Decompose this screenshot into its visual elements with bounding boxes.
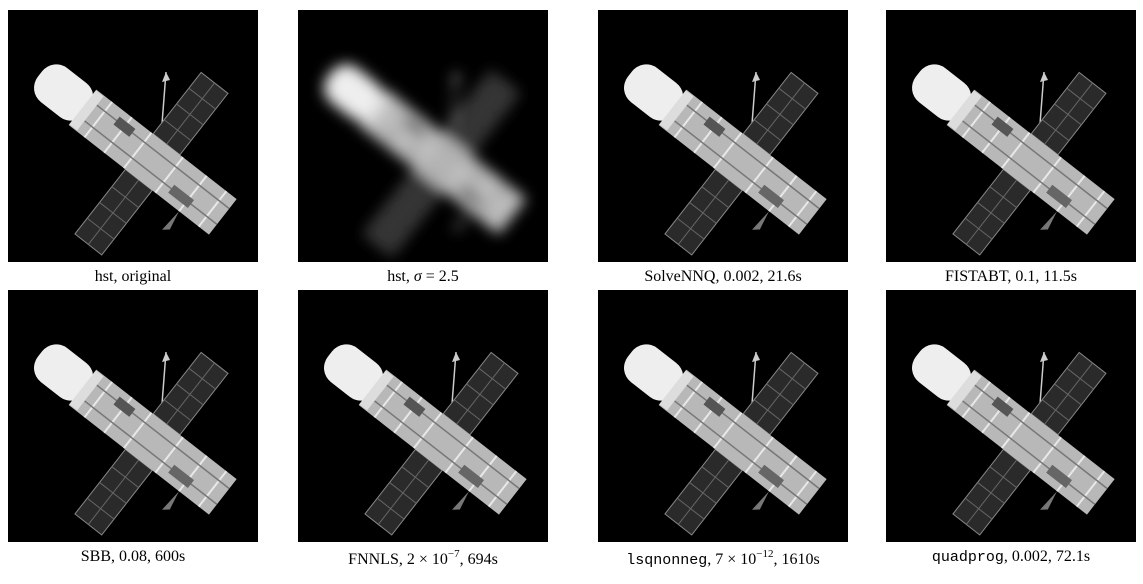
image bbox=[298, 10, 548, 262]
caption-text: = 2.5 bbox=[422, 268, 459, 285]
image bbox=[598, 10, 848, 262]
image bbox=[886, 290, 1136, 542]
figure-cell: SolveNNQ, 0.002, 21.6s bbox=[598, 10, 848, 286]
caption-text: , 694s bbox=[460, 551, 498, 568]
caption-sup: −12 bbox=[756, 548, 773, 560]
caption: hst, original bbox=[8, 268, 258, 286]
image bbox=[598, 290, 848, 542]
figure-cell: lsqnonneg, 7 × 10−12, 1610s bbox=[598, 290, 848, 569]
image bbox=[8, 290, 258, 542]
image bbox=[8, 10, 258, 262]
image bbox=[298, 290, 548, 542]
caption-text: FISTABT, 0.1, 11.5s bbox=[945, 268, 1077, 285]
image bbox=[886, 10, 1136, 262]
caption-text: , 0.002, 72.1s bbox=[1004, 548, 1090, 565]
caption: SBB, 0.08, 600s bbox=[8, 548, 258, 566]
caption-code: quadprog bbox=[932, 549, 1004, 566]
caption-text: SolveNNQ, 0.002, 21.6s bbox=[644, 268, 801, 285]
figure-cell: FISTABT, 0.1, 11.5s bbox=[886, 10, 1136, 286]
caption: lsqnonneg, 7 × 10−12, 1610s bbox=[598, 548, 848, 569]
caption: FISTABT, 0.1, 11.5s bbox=[886, 268, 1136, 286]
caption-text: hst, bbox=[387, 268, 414, 285]
caption-text: , 1610s bbox=[774, 551, 820, 568]
figure-cell: quadprog, 0.002, 72.1s bbox=[886, 290, 1136, 566]
figure-cell: FNNLS, 2 × 10−7, 694s bbox=[298, 290, 548, 569]
caption-text: , 7 × 10 bbox=[707, 551, 756, 568]
caption-math: σ bbox=[414, 268, 422, 285]
caption: hst, σ = 2.5 bbox=[298, 268, 548, 286]
caption-code: lsqnonneg bbox=[626, 552, 707, 569]
figure: hst, original hst, σ = 2.5 SolveNNQ, 0.0… bbox=[0, 0, 1143, 584]
caption: SolveNNQ, 0.002, 21.6s bbox=[598, 268, 848, 286]
figure-cell: hst, σ = 2.5 bbox=[298, 10, 548, 286]
figure-cell: SBB, 0.08, 600s bbox=[8, 290, 258, 566]
figure-cell: hst, original bbox=[8, 10, 258, 286]
caption-text: FNNLS, 2 × 10 bbox=[348, 551, 448, 568]
caption-sup: −7 bbox=[448, 548, 460, 560]
caption-text: SBB, 0.08, 600s bbox=[81, 548, 185, 565]
caption: FNNLS, 2 × 10−7, 694s bbox=[298, 548, 548, 569]
caption: quadprog, 0.002, 72.1s bbox=[886, 548, 1136, 566]
caption-text: hst, original bbox=[95, 268, 171, 285]
